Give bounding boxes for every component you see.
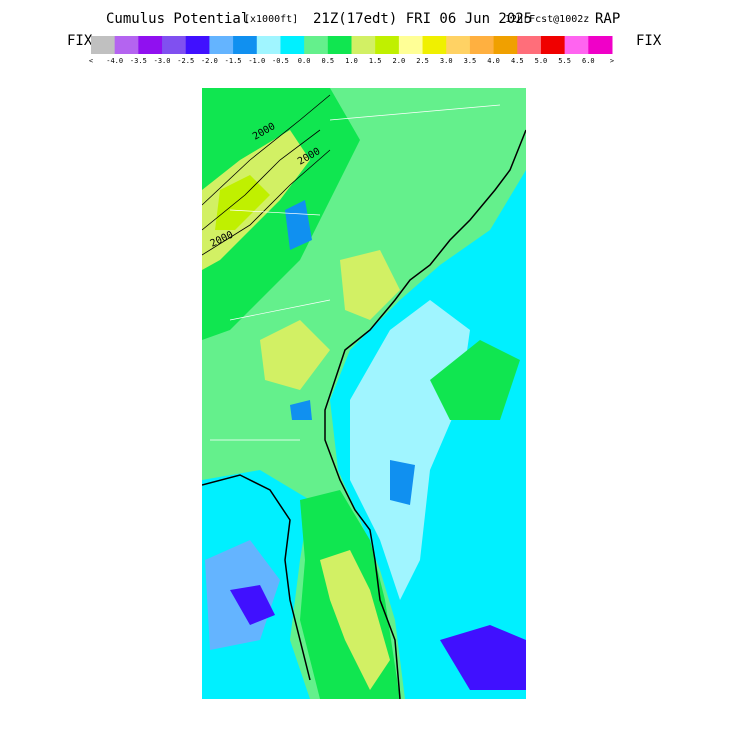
colorbar-label: -2.0 — [201, 57, 218, 65]
colorbar-label: 0.0 — [298, 57, 311, 65]
fix-right: FIX — [636, 33, 662, 49]
colorbar-label: 5.5 — [558, 57, 571, 65]
colorbar: < -4.0 -3.5 -3.0 -2.5 -2.0 -1.5 -1.0 -0.5 0.0 0.5 1… — [89, 36, 614, 65]
contour — [202, 149, 331, 256]
colorbar-swatch — [493, 36, 518, 54]
colorbar-swatch — [114, 36, 139, 54]
colorbar-swatch — [469, 36, 495, 54]
coastline — [324, 129, 526, 699]
colorbar-label: 1.5 — [369, 57, 382, 65]
fix-left: FIX — [67, 33, 93, 49]
colorbar-swatch — [540, 36, 566, 54]
lime-patch — [215, 175, 270, 230]
colorbar-label: 2.0 — [393, 57, 406, 65]
colorbar-label: 5.0 — [535, 57, 548, 65]
colorbar-label: 6.0 — [582, 57, 595, 65]
colorbar-swatch — [564, 36, 589, 54]
colorbar-swatch — [375, 36, 400, 54]
contour — [202, 129, 321, 231]
model: RAP — [595, 11, 620, 27]
colorbar-label: 4.0 — [487, 57, 500, 65]
colorbar-label: -3.5 — [130, 57, 147, 65]
map: 2000 2000 2000 — [202, 88, 526, 699]
colorbar-label: 2.5 — [416, 57, 429, 65]
blue-violet-patch — [230, 585, 275, 625]
colorbar-label: -1.0 — [248, 57, 265, 65]
blue-patch — [290, 400, 312, 420]
colorbar-swatch — [327, 36, 352, 54]
colorbar-swatch — [233, 36, 258, 54]
colorbar-swatch — [304, 36, 329, 54]
state-border — [210, 104, 501, 441]
colorbar-label: 4.5 — [511, 57, 524, 65]
colorbar-swatch — [91, 36, 116, 54]
colorbar-swatch — [162, 36, 187, 54]
colorbar-label: 1.0 — [345, 57, 358, 65]
valid-time: 21Z(17edt) FRI 06 Jun 2025 — [313, 11, 532, 27]
colorbar-label: -0.5 — [272, 57, 289, 65]
colorbar-label: < — [89, 57, 93, 65]
blue-violet-region — [440, 625, 526, 690]
colorbar-swatch — [517, 36, 542, 54]
colorbar-swatch — [422, 36, 447, 54]
colorbar-label: -2.5 — [177, 57, 194, 65]
colorbar-swatch — [256, 36, 281, 54]
colorbar-swatch — [138, 36, 163, 54]
colorbar-label: > — [610, 57, 614, 65]
blue-patch — [390, 460, 415, 505]
colorbar-label: 3.5 — [464, 57, 477, 65]
forecast: 12hrFcst@1002z — [505, 14, 589, 25]
contour — [202, 94, 331, 206]
colorbar-swatch — [185, 36, 210, 54]
colorbar-swatch — [446, 36, 471, 54]
colorbar-swatch — [588, 36, 613, 54]
units: [x1000ft] — [244, 14, 298, 25]
colorbar-label: 3.0 — [440, 57, 453, 65]
colorbar-label: -3.0 — [154, 57, 171, 65]
green-region — [202, 88, 360, 340]
colorbar-label: -1.5 — [225, 57, 242, 65]
colorbar-label: -4.0 — [106, 57, 123, 65]
yellow-green-patch — [340, 250, 400, 320]
colorbar-swatch — [280, 36, 305, 54]
peninsula-yellow — [320, 550, 390, 690]
colorbar-swatch — [209, 36, 234, 54]
coastline — [202, 474, 311, 681]
colorbar-swatch — [351, 36, 376, 54]
colorbar-label: 0.5 — [321, 57, 334, 65]
blue-patch — [285, 200, 312, 250]
title: Cumulus Potential — [106, 11, 249, 27]
yellow-green-patch — [260, 320, 330, 390]
colorbar-swatch — [398, 36, 424, 54]
green-patch — [430, 340, 520, 420]
